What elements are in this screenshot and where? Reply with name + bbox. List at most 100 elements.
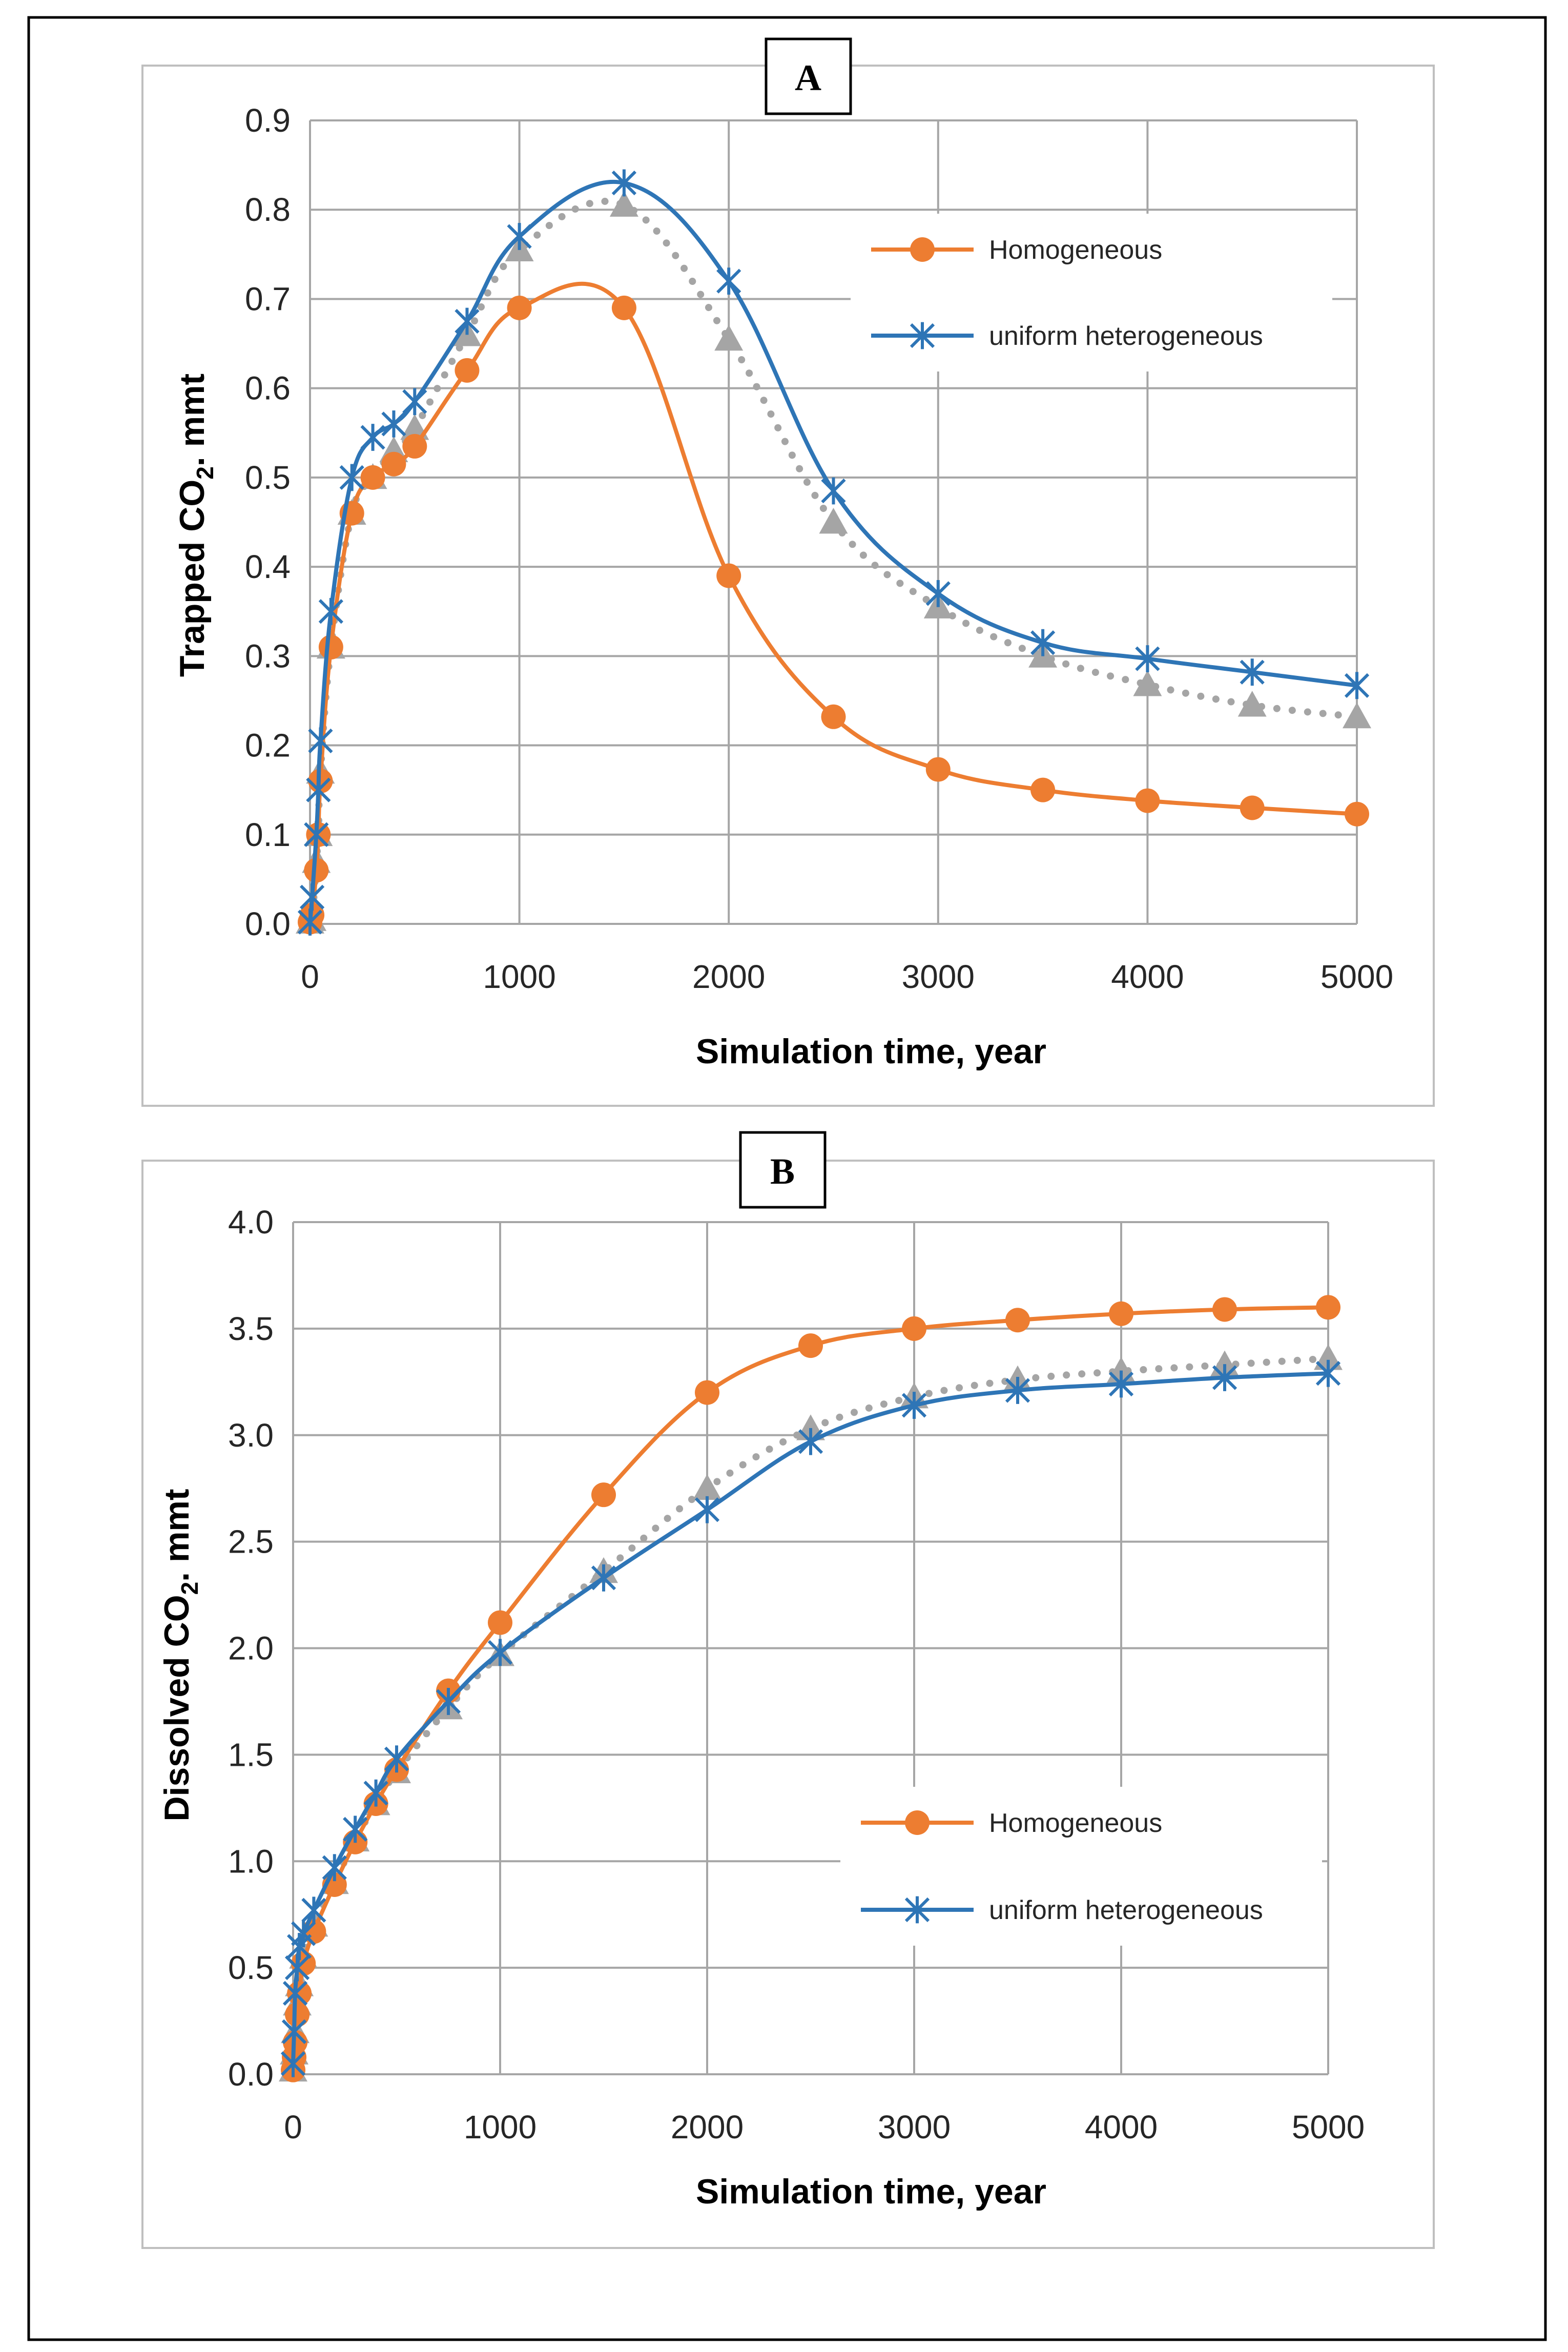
chart-b-data-point [487,1639,513,1666]
chart-a-data-point [611,169,637,197]
chart-a-data-point [455,358,480,383]
chart-a-data-point [360,465,385,490]
chart-b-y-tick-label: 0.5 [228,1949,274,1986]
chart-a-x-tick-label: 5000 [1321,958,1393,995]
chart-a-data-point [819,508,848,534]
chart-a-label: A [795,57,821,98]
chart-a-legend-marker [910,237,935,262]
chart-b-label-box [739,1131,827,1209]
chart-a-data-point [714,324,744,351]
chart-a-legend-marker [910,322,935,349]
chart-b-legend-marker [904,1896,930,1924]
chart-a-data-point [1240,795,1265,820]
chart-a: A 0.0 0.1 0.2 0.3 0.4 0.5 0.6 0.7 0.8 0.9 0 1000 20… [141,37,1435,1107]
chart-b-data-point [591,1564,616,1592]
chart-b-frame [141,1160,1435,2249]
chart-a-data-point [925,580,951,607]
chart-a-y-tick-label: 0.2 [245,727,291,764]
chart-b-data-point [1316,1295,1340,1320]
chart-a-legend: Homogeneous uniform heterogeneous [851,214,1332,372]
chart-b-data-point [1314,1344,1343,1370]
chart-b-x-tick-label: 0 [284,2109,302,2145]
chart-a-data-point [360,424,385,451]
chart-b-data-point [282,1979,308,2007]
chart-a-x-tick-label: 4000 [1111,958,1184,995]
chart-b-x-tick-label: 4000 [1085,2109,1158,2145]
chart-a-label-box [765,37,852,115]
chart-b-data-point [1005,1308,1030,1333]
chart-a-data-point [304,858,329,883]
chart-a-series-homogeneous [298,281,1369,935]
chart-b-x-axis-title: Simulation time, year [696,2172,1046,2211]
chart-a-data-point [821,704,846,729]
chart-a-data-point [1344,672,1370,699]
chart-b-data-point [287,1981,312,2006]
chart-a-data-point [1030,629,1056,656]
chart-a-data-point [507,223,532,250]
chart-b-y-tick-label: 3.5 [228,1310,274,1347]
chart-a-data-point [1030,777,1056,802]
chart-a-data-point [1343,702,1371,729]
chart-b-data-point [436,1688,461,1715]
chart-b-label: B [770,1151,795,1192]
chart-a-x-tick-label: 0 [301,958,319,995]
chart-a-x-tick-label: 3000 [902,958,975,995]
chart-a-y-tick-label: 0.0 [245,905,291,942]
chart-b-data-point [902,1316,926,1341]
chart-a-data-point [339,464,364,491]
chart-b: B 0.0 0.5 1.0 1.5 2.0 2.5 3.0 3.5 4.0 0 1000 2000 3… [141,1131,1435,2249]
chart-a-x-axis-title: Simulation time, year [696,1032,1046,1071]
chart-b-legend-marker [905,1810,930,1835]
chart-a-data-point [402,434,427,459]
chart-b-data-point [281,2018,307,2046]
chart-b-data-point [693,1474,721,1500]
chart-b-data-point [291,1920,316,1947]
chart-b-data-point [1315,1359,1341,1387]
chart-b-y-tick-label: 2.0 [228,1630,274,1667]
chart-a-y-tick-labels: 0.0 0.1 0.2 0.3 0.4 0.5 0.6 0.7 0.8 0.9 [245,102,291,942]
chart-b-series [279,1295,1343,2082]
chart-b-data-point [798,1428,823,1455]
chart-a-data-point [299,883,325,911]
outer-frame [27,16,1547,2341]
chart-b-x-tick-labels: 0 1000 2000 3000 4000 5000 [284,2109,1365,2145]
chart-a-x-tick-label: 1000 [483,958,555,995]
chart-b-y-tick-label: 4.0 [228,1204,274,1241]
chart-b-data-point [285,2002,310,2027]
chart-b-data-point [695,1380,719,1405]
chart-b-x-tick-label: 3000 [878,2109,951,2145]
chart-a-data-point [1240,658,1265,686]
chart-b-y-axis-title: Dissolved CO2. mmt [157,1489,203,1821]
chart-a-x-tick-label: 2000 [692,958,765,995]
chart-a-data-point [402,388,427,416]
chart-b-y-tick-labels: 0.0 0.5 1.0 1.5 2.0 2.5 3.0 3.5 4.0 [228,1204,274,2093]
chart-b-data-point [901,1392,927,1419]
chart-a-data-point [1135,788,1160,813]
chart-b-data-point [343,1815,368,1843]
chart-b-data-point [1212,1364,1237,1391]
chart-a-data-point [306,776,331,804]
chart-a-y-tick-label: 0.3 [245,637,291,674]
chart-b-data-point [694,1496,720,1523]
chart-a-data-point [304,821,329,849]
chart-a-data-point [318,597,343,625]
chart-b-legend-label: Homogeneous [989,1808,1162,1838]
chart-b-data-point [322,1854,347,1882]
chart-b-data-point [284,1954,310,1982]
chart-a-y-tick-label: 0.5 [245,459,291,496]
chart-a-data-point [821,477,846,505]
chart-b-data-point [591,1482,616,1508]
chart-b-y-tick-label: 1.5 [228,1736,274,1773]
chart-b-data-point [280,2050,306,2077]
chart-b-data-point [301,1896,326,1924]
chart-a-y-tick-label: 0.1 [245,816,291,853]
chart-a-data-point [1133,670,1162,696]
chart-a-data-point [381,410,406,438]
chart-b-x-tick-label: 2000 [671,2109,744,2145]
chart-b-x-tick-label: 1000 [464,2109,537,2145]
chart-b-data-point [1108,1370,1134,1398]
chart-b-legend-label: uniform heterogeneous [989,1895,1263,1925]
chart-b-y-tick-label: 0.0 [228,2056,274,2093]
chart-a-data-point [609,191,638,217]
